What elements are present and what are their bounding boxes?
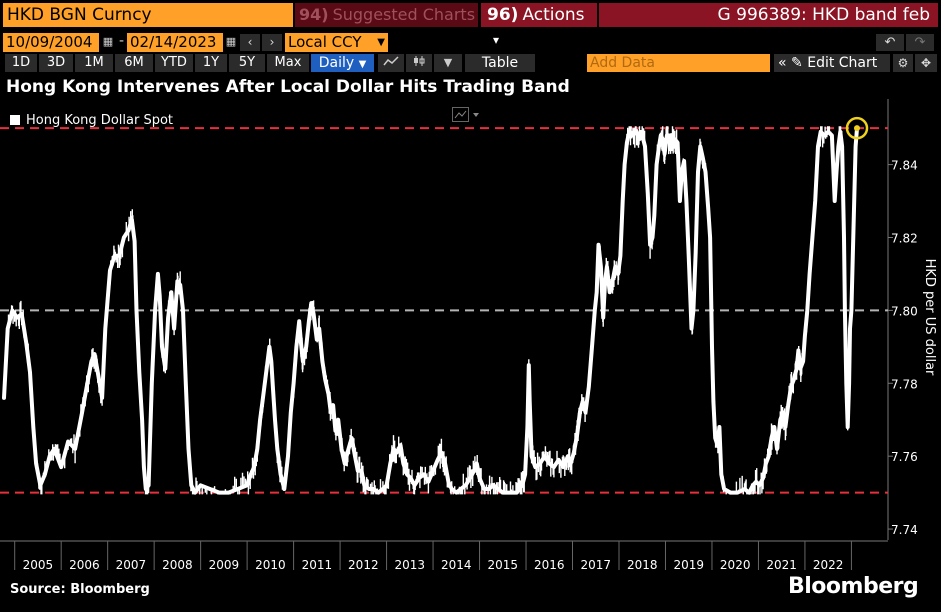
x-tick-label: 2012 (348, 558, 379, 572)
legend-swatch (10, 115, 20, 125)
range-max-button[interactable]: Max (267, 54, 309, 72)
x-tick-label: 2009 (209, 558, 240, 572)
chart-headline: Hong Kong Intervenes After Local Dollar … (6, 77, 570, 97)
chart-canvas: 7.74 7.76 7.78 7.80 7.82 7.84 HKD per US dolla… (0, 99, 941, 573)
x-tick-label: 2007 (116, 558, 147, 572)
command-bar: HKD BGN Curncy 94) Suggested Charts 96) Ac… (0, 0, 941, 47)
series-line-hkd-spot[interactable] (2, 126, 859, 495)
range-1d-button[interactable]: 1D (5, 54, 37, 72)
actions-button[interactable]: 96) Actions ▾ (481, 3, 597, 47)
x-tick-label: 2018 (627, 558, 658, 572)
x-tick-label: 2005 (23, 558, 54, 572)
calendar-icon[interactable]: ▦ (225, 35, 237, 48)
chart-title-field[interactable]: G 996389: HKD band feb (599, 3, 938, 27)
chart-type-toggle[interactable] (452, 107, 482, 123)
x-tick-label: 2006 (69, 558, 100, 572)
x-tick-label: 2013 (395, 558, 426, 572)
x-tick-label: 2008 (162, 558, 193, 572)
latest-value-marker[interactable] (845, 116, 869, 140)
range-toolbar: 1D 3D 1M 6M YTD 1Y 5Y Max Daily ▼ ▼ Tabl… (0, 53, 941, 73)
actions-label: Actions (522, 5, 585, 25)
frequency-select[interactable]: Daily ▼ (311, 54, 374, 72)
x-tick-label: 2020 (720, 558, 751, 572)
frequency-value: Daily (318, 55, 355, 71)
range-1m-button[interactable]: 1M (75, 54, 113, 72)
x-tick-label: 2022 (813, 558, 844, 572)
range-5y-button[interactable]: 5Y (229, 54, 265, 72)
date-separator: - (119, 33, 125, 49)
gear-icon[interactable]: ⚙ (893, 54, 913, 72)
calendar-icon[interactable]: ▦ (102, 35, 114, 48)
end-date-input[interactable]: 02/14/2023 (127, 33, 223, 52)
y-tick-label: 7.80 (891, 304, 918, 318)
x-tick-label: 2014 (441, 558, 472, 572)
bloomberg-logo: Bloomberg (788, 574, 919, 599)
series-noise (3, 126, 858, 495)
actions-code: 96) (487, 5, 519, 25)
candlestick-icon[interactable] (406, 54, 432, 72)
y-axis-title: HKD per US dollar (922, 259, 937, 376)
range-6m-button[interactable]: 6M (115, 54, 153, 72)
suggested-charts-button[interactable]: 94) Suggested Charts (295, 3, 478, 27)
chart-legend[interactable]: Hong Kong Dollar Spot (10, 113, 173, 128)
suggested-charts-label: Suggested Charts (332, 5, 476, 24)
line-chart-icon[interactable] (378, 54, 404, 72)
pin-icon[interactable]: ✥ (915, 54, 937, 72)
x-tick-label: 2011 (302, 558, 333, 572)
legend-label: Hong Kong Dollar Spot (26, 113, 173, 128)
source-note: Source: Bloomberg (10, 582, 150, 597)
undo-icon[interactable]: ↶ (876, 34, 904, 51)
x-tick-label: 2016 (534, 558, 565, 572)
y-tick-label: 7.82 (891, 231, 918, 245)
y-tick-label: 7.76 (891, 450, 918, 464)
chevron-down-icon: ▼ (377, 37, 385, 48)
x-tick-label: 2021 (766, 558, 797, 572)
start-date-input[interactable]: 10/09/2004 (3, 33, 99, 52)
table-button[interactable]: Table (465, 54, 535, 72)
add-data-input[interactable]: Add Data (587, 54, 770, 72)
chevron-down-icon[interactable]: ▼ (434, 54, 462, 72)
latest-value-dot (854, 125, 860, 132)
y-tick-label: 7.78 (891, 377, 918, 391)
currency-select[interactable]: Local CCY ▼ (285, 33, 388, 52)
range-1y-button[interactable]: 1Y (195, 54, 227, 72)
y-tick-label: 7.74 (891, 523, 918, 537)
pencil-icon: ✎ (791, 55, 803, 71)
edit-chart-button[interactable]: « ✎ Edit Chart (774, 54, 890, 72)
chevron-left-icon[interactable]: ‹ (240, 34, 260, 51)
x-tick-label: 2015 (488, 558, 519, 572)
range-ytd-button[interactable]: YTD (155, 54, 193, 72)
actions-arrow: ▾ (493, 33, 500, 47)
range-3d-button[interactable]: 3D (39, 54, 73, 72)
y-tick-label: 7.84 (891, 159, 918, 173)
collapse-icon: « (778, 55, 787, 71)
currency-value: Local CCY (288, 33, 362, 51)
chevron-right-icon[interactable]: › (262, 34, 282, 51)
chevron-down-icon: ▼ (358, 59, 367, 70)
x-axis-band (0, 540, 941, 573)
suggested-charts-code: 94) (299, 5, 329, 24)
ticker-field[interactable]: HKD BGN Curncy (3, 3, 293, 27)
edit-chart-label: Edit Chart (807, 55, 878, 71)
x-tick-label: 2017 (580, 558, 611, 572)
x-tick-label: 2019 (673, 558, 704, 572)
date-controls: 10/09/2004 ▦ - 02/14/2023 ▦ ‹ › Local CC… (0, 31, 941, 53)
redo-icon[interactable]: ↷ (906, 34, 934, 51)
x-tick-label: 2010 (255, 558, 286, 572)
